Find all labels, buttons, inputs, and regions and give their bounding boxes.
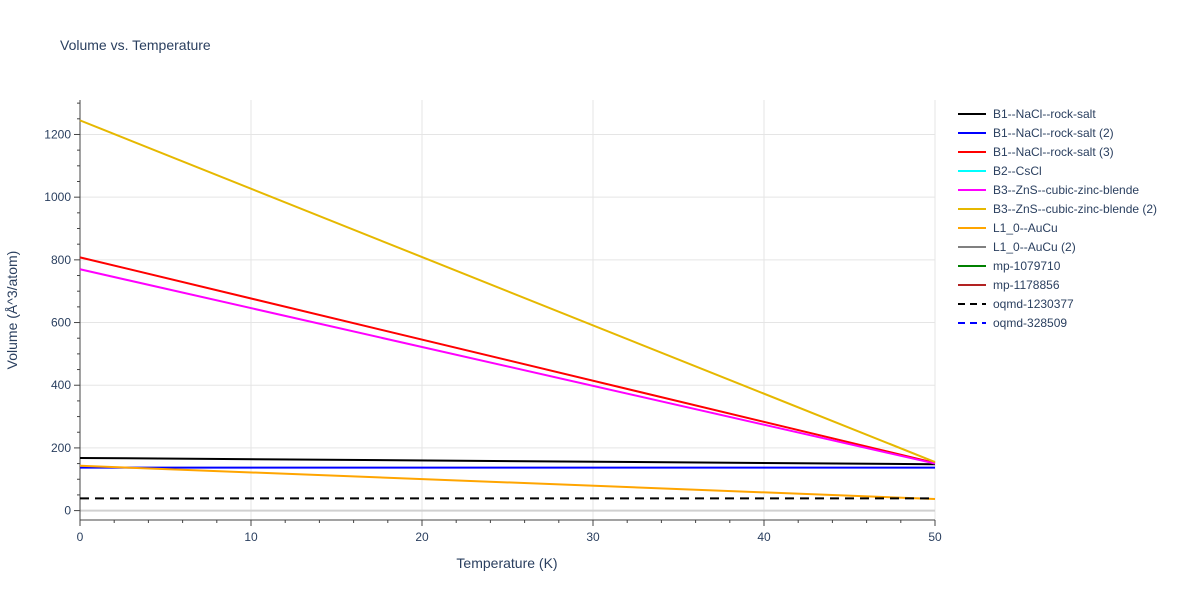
legend-label: oqmd-1230377 <box>993 297 1074 311</box>
y-tick-label: 800 <box>51 253 71 267</box>
legend-label: oqmd-328509 <box>993 316 1067 330</box>
x-tick-label: 50 <box>928 530 942 544</box>
y-tick-label: 1000 <box>44 190 71 204</box>
legend-item[interactable]: B3--ZnS--cubic-zinc-blende <box>958 183 1139 197</box>
y-tick-label: 200 <box>51 441 71 455</box>
series-line-6 <box>79 119 936 463</box>
series-line-7 <box>79 464 936 500</box>
y-tick-label: 1200 <box>44 127 71 141</box>
legend-label: B1--NaCl--rock-salt (3) <box>993 145 1114 159</box>
legend-item[interactable]: oqmd-1230377 <box>958 297 1074 311</box>
legend-item[interactable]: mp-1079710 <box>958 259 1061 273</box>
axes: 0 10 20 30 40 50 0 200 400 600 800 1000 1200 <box>44 100 942 544</box>
series-line-1 <box>79 456 936 466</box>
legend-label: L1_0--AuCu (2) <box>993 240 1076 254</box>
legend-item[interactable]: B1--NaCl--rock-salt (3) <box>958 145 1114 159</box>
y-tick-label: 400 <box>51 378 71 392</box>
legend[interactable]: B1--NaCl--rock-salt B1--NaCl--rock-salt (… <box>958 107 1157 330</box>
legend-item[interactable]: B1--NaCl--rock-salt <box>958 107 1096 121</box>
legend-label: B1--NaCl--rock-salt <box>993 107 1096 121</box>
legend-label: B2--CsCl <box>993 164 1042 178</box>
legend-label: mp-1079710 <box>993 259 1061 273</box>
series-line-3 <box>79 256 936 464</box>
legend-item[interactable]: B3--ZnS--cubic-zinc-blende (2) <box>958 202 1157 216</box>
y-axis-title: Volume (Å^3/atom) <box>4 251 20 370</box>
x-tick-label: 0 <box>77 530 84 544</box>
x-tick-label: 40 <box>757 530 771 544</box>
legend-item[interactable]: B1--NaCl--rock-salt (2) <box>958 126 1114 140</box>
x-tick-label: 30 <box>586 530 600 544</box>
x-tick-label: 10 <box>244 530 258 544</box>
series-group <box>79 119 936 500</box>
legend-item[interactable]: mp-1178856 <box>958 278 1060 292</box>
x-tick-label: 20 <box>415 530 429 544</box>
legend-label: mp-1178856 <box>993 278 1060 292</box>
legend-item[interactable]: L1_0--AuCu <box>958 221 1058 235</box>
grid <box>80 100 936 520</box>
legend-label: L1_0--AuCu <box>993 221 1058 235</box>
legend-item[interactable]: L1_0--AuCu (2) <box>958 240 1076 254</box>
x-axis-title: Temperature (K) <box>456 555 557 571</box>
legend-label: B3--ZnS--cubic-zinc-blende <box>993 183 1139 197</box>
y-tick-label: 600 <box>51 316 71 330</box>
y-tick-label: 0 <box>64 504 71 518</box>
legend-label: B3--ZnS--cubic-zinc-blende (2) <box>993 202 1157 216</box>
legend-item[interactable]: B2--CsCl <box>958 164 1042 178</box>
legend-label: B1--NaCl--rock-salt (2) <box>993 126 1114 140</box>
chart-title: Volume vs. Temperature <box>60 37 211 53</box>
legend-item[interactable]: oqmd-328509 <box>958 316 1067 330</box>
series-line-5 <box>79 268 936 465</box>
